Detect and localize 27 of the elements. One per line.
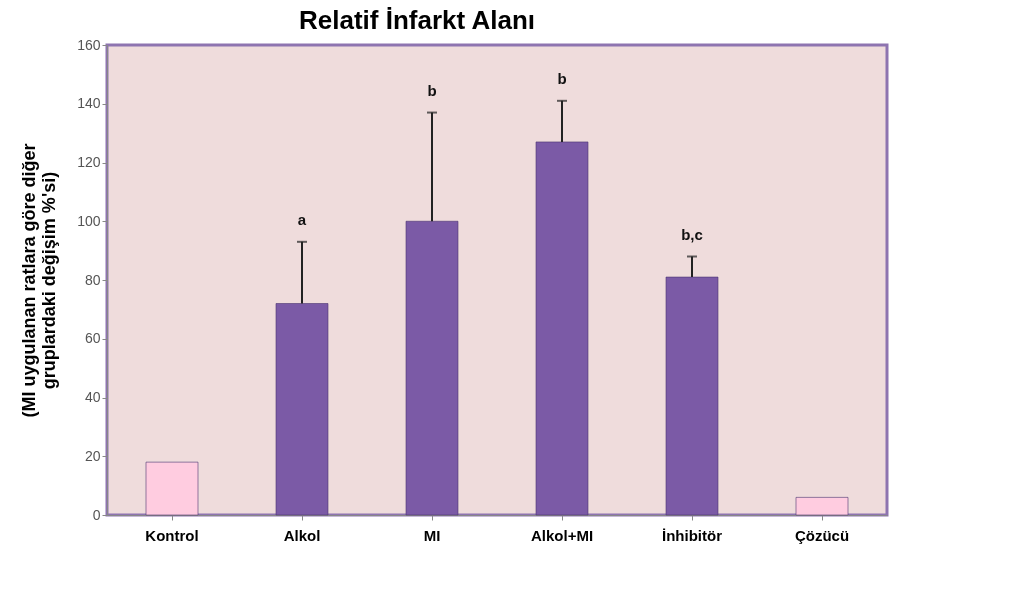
annotation: a <box>297 210 307 228</box>
x-tick-label: Kontrol <box>145 526 199 544</box>
bar <box>665 276 719 516</box>
x-tick-label: MI <box>423 526 441 544</box>
bar <box>535 141 589 516</box>
x-tick-label: Alkol+MI <box>530 526 594 544</box>
x-tick-label: Çözücü <box>794 526 850 544</box>
y-tick-label: 160 <box>77 36 101 53</box>
bar <box>145 461 199 516</box>
bar <box>405 220 459 516</box>
y-tick-label: 100 <box>77 212 101 229</box>
y-tick-label: 80 <box>84 271 101 288</box>
y-tick-label: 60 <box>84 330 101 347</box>
x-tick-label: Alkol <box>283 526 321 544</box>
annotation: b <box>427 81 437 99</box>
bar <box>275 303 329 516</box>
y-tick-label: 120 <box>77 154 101 170</box>
annotation: b,c <box>681 225 703 243</box>
chart-title: Relatif İnfarkt Alanı <box>299 5 535 35</box>
y-tick-label: 0 <box>92 506 101 523</box>
x-tick-label: İnhibitör <box>662 526 723 544</box>
bar <box>795 497 849 516</box>
y-tick-label: 40 <box>84 389 101 405</box>
annotation: b <box>557 69 567 87</box>
y-tick-label: 20 <box>84 447 101 464</box>
y-tick-label: 140 <box>77 95 101 112</box>
y-axis-title: (MI uygulanan ratlara göre diğer gruplardaki değişim %'si) <box>19 143 60 418</box>
